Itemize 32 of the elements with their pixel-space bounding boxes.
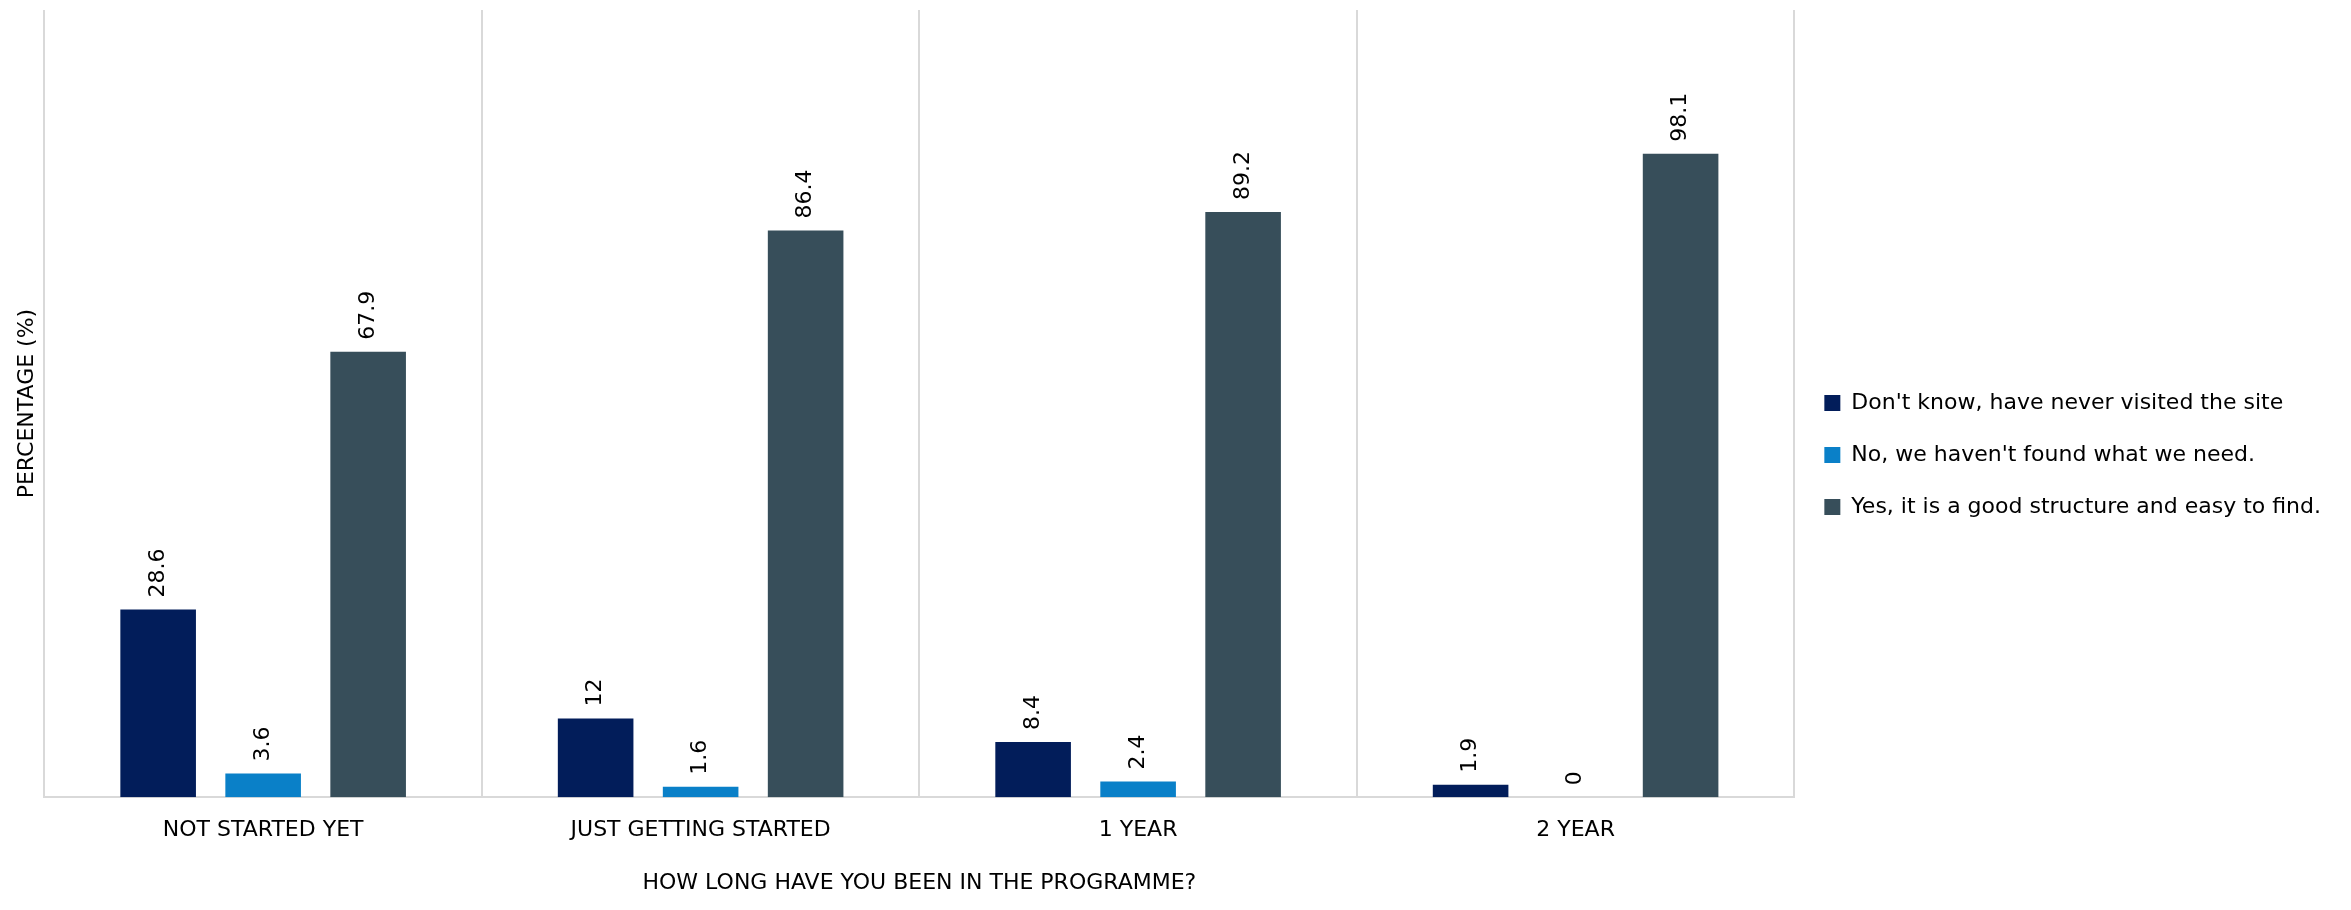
- data-label: 89.2: [1228, 151, 1254, 201]
- x-axis-title: HOW LONG HAVE YOU BEEN IN THE PROGRAMME?: [642, 868, 1197, 894]
- x-tick-label: 1 YEAR: [1098, 816, 1178, 842]
- bar: [767, 230, 844, 798]
- bar: [1642, 153, 1719, 798]
- data-label: 98.1: [1666, 92, 1692, 142]
- data-label: 1.9: [1456, 737, 1482, 773]
- x-tick-label: JUST GETTING STARTED: [568, 816, 831, 842]
- data-label: 3.6: [248, 726, 274, 762]
- data-label: 67.9: [353, 290, 379, 340]
- data-label: 28.6: [143, 548, 169, 598]
- x-tick-label: 2 YEAR: [1536, 816, 1615, 842]
- legend-label: Don't know, have never visited the site: [1851, 388, 2284, 414]
- legend-label: No, we haven't found what we need.: [1851, 440, 2255, 466]
- data-label: 12: [581, 678, 607, 707]
- bar: [1432, 784, 1509, 798]
- legend-label: Yes, it is a good structure and easy to find.: [1850, 492, 2322, 518]
- bar: [120, 609, 196, 798]
- data-label: 86.4: [791, 169, 817, 219]
- bar: [1100, 781, 1176, 798]
- bar: [1205, 212, 1281, 798]
- data-label: 2.4: [1123, 734, 1149, 770]
- data-label: 8.4: [1018, 695, 1044, 731]
- x-tick-label: NOT STARTED YET: [162, 816, 365, 842]
- data-label: 1.6: [686, 739, 712, 775]
- bar: [225, 773, 301, 798]
- bar: [662, 786, 739, 798]
- bar: [557, 718, 634, 798]
- bar: [995, 742, 1071, 798]
- data-label: 0: [1561, 771, 1587, 786]
- y-axis-title: PERCENTAGE (%): [12, 308, 38, 499]
- bar: [330, 351, 406, 798]
